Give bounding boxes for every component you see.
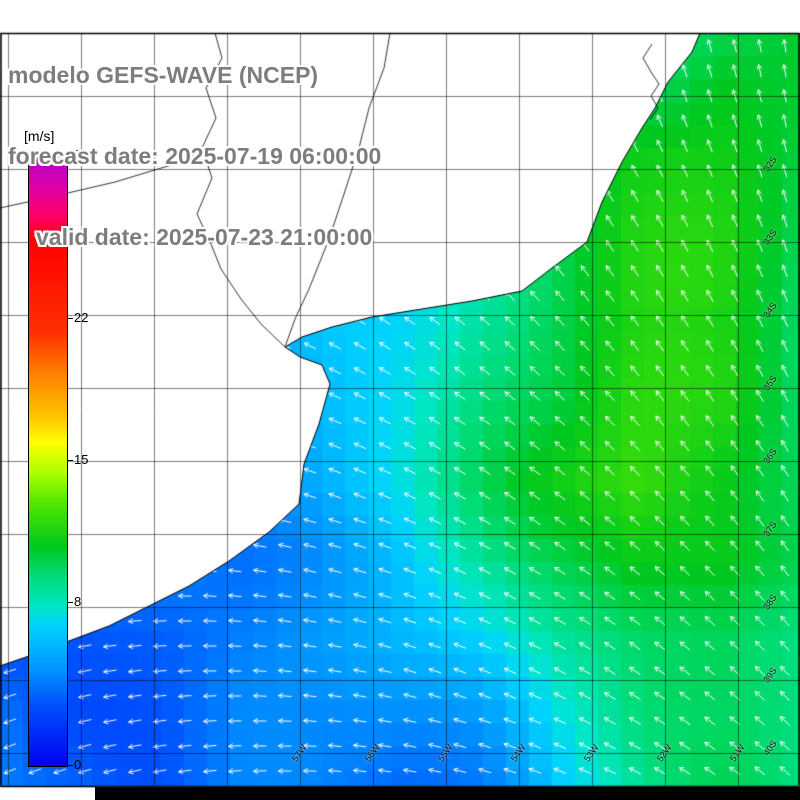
colorbar-tick-label: 0 <box>74 757 82 772</box>
colorbar-tick-mark <box>67 155 73 156</box>
forecast-date-line: forecast date: 2025-07-19 06:00:00 <box>8 143 382 169</box>
colorbar-tick-mark <box>67 602 73 604</box>
colorbar-tick-mark <box>67 765 73 766</box>
model-title: modelo GEFS-WAVE (NCEP) <box>8 62 319 88</box>
colorbar-tick-label: 30 <box>74 147 89 162</box>
colorbar-unit-label: [m/s] <box>24 128 55 144</box>
valid-date-line: valid date: 2025-07-23 21:00:00 <box>36 224 373 250</box>
colorbar-tick-label: 15 <box>74 452 89 467</box>
colorbar-tick-label: 22 <box>74 309 89 325</box>
colorbar-gradient <box>28 155 68 767</box>
title-block: modelo GEFS-WAVE (NCEP) forecast date: 2… <box>8 8 381 305</box>
colorbar-tick-mark <box>67 317 73 319</box>
colorbar-tick-label: 8 <box>74 594 82 610</box>
colorbar-tick-mark <box>67 460 73 461</box>
bottom-frame-bar <box>95 787 800 800</box>
